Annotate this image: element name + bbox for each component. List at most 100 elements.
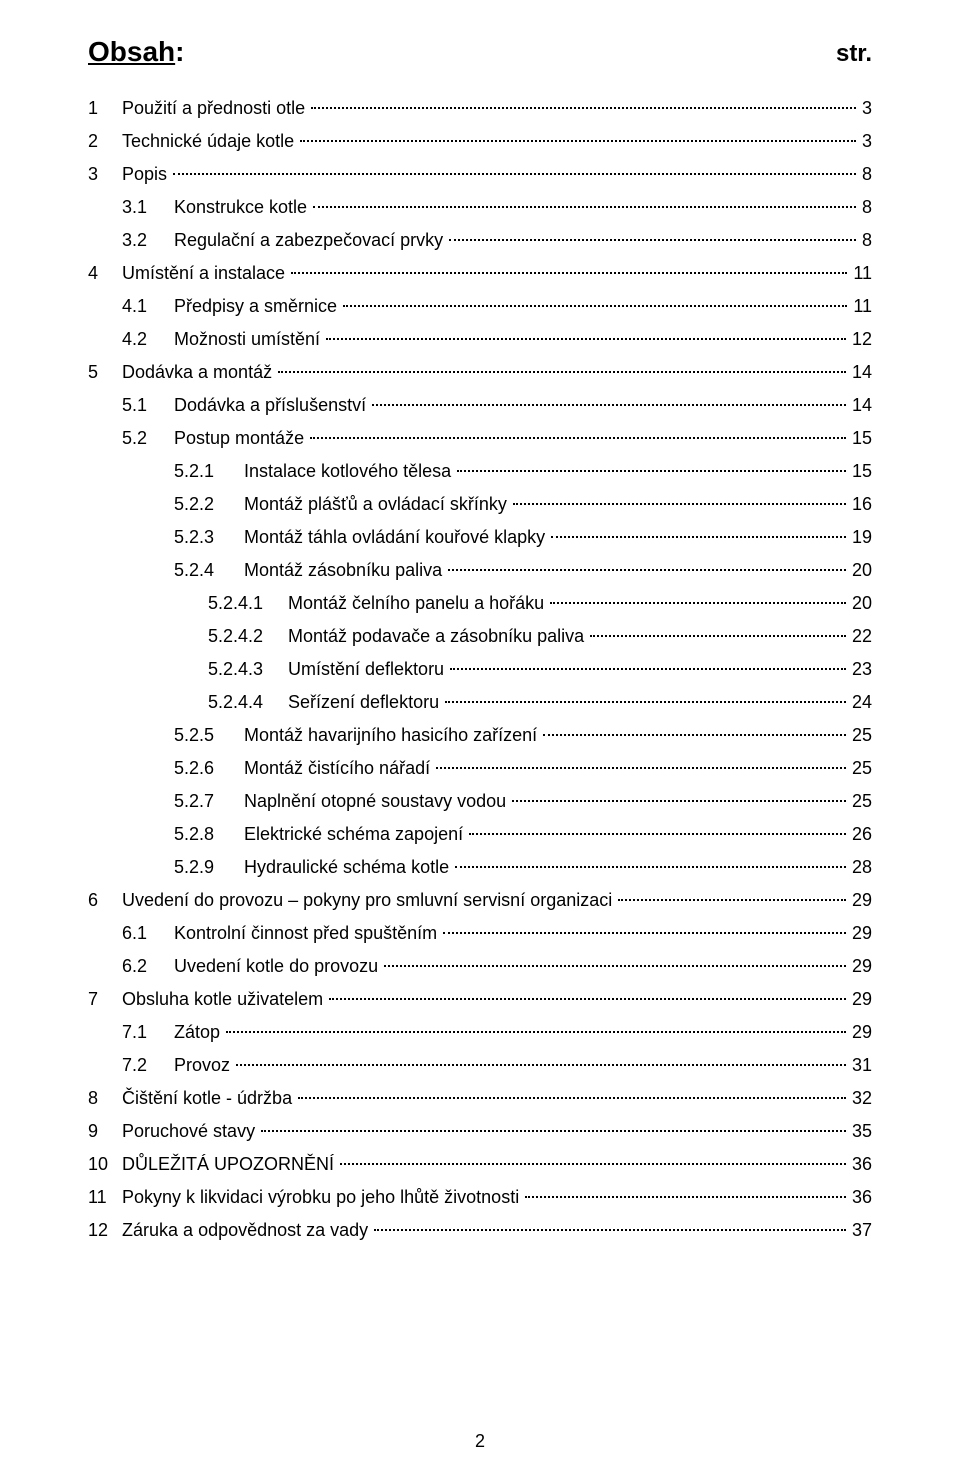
toc-number: 5.2.9: [174, 857, 244, 878]
toc-page: 11: [849, 296, 872, 317]
toc-label: Instalace kotlového tělesa: [244, 461, 455, 482]
toc-number: 10: [88, 1154, 122, 1175]
toc-label: Montáž čistícího nářadí: [244, 758, 434, 779]
toc-number: 7.1: [122, 1022, 174, 1043]
toc-page: 16: [848, 494, 872, 515]
toc-label: Umístění a instalace: [122, 263, 289, 284]
toc-label: Montáž podavače a zásobníku paliva: [288, 626, 588, 647]
dot-leader: [236, 1064, 846, 1066]
toc-label: Kontrolní činnost před spuštěním: [174, 923, 441, 944]
toc-number: 3: [88, 164, 122, 185]
toc-row: 5.2.8Elektrické schéma zapojení26: [88, 824, 872, 845]
toc-number: 6: [88, 890, 122, 911]
toc-page: 29: [848, 956, 872, 977]
toc-row: 3.1Konstrukce kotle8: [88, 197, 872, 218]
toc-label: Dodávka a montáž: [122, 362, 276, 383]
toc-label: Montáž čelního panelu a hořáku: [288, 593, 548, 614]
toc-label: Předpisy a směrnice: [174, 296, 341, 317]
toc-number: 5.2.6: [174, 758, 244, 779]
toc-label: Uvedení do provozu – pokyny pro smluvní …: [122, 890, 616, 911]
toc-number: 3.1: [122, 197, 174, 218]
toc-page: 8: [858, 164, 872, 185]
toc-label: Konstrukce kotle: [174, 197, 311, 218]
toc-label: Naplnění otopné soustavy vodou: [244, 791, 510, 812]
toc-label: Zátop: [174, 1022, 224, 1043]
toc-row: 8Čištění kotle - údržba 32: [88, 1088, 872, 1109]
toc-number: 5.2.5: [174, 725, 244, 746]
toc-label: Montáž táhla ovládání kouřové klapky: [244, 527, 549, 548]
toc-row: 5.2Postup montáže15: [88, 428, 872, 449]
toc-label: Poruchové stavy: [122, 1121, 259, 1142]
toc-row: 5.2.7Naplnění otopné soustavy vodou 25: [88, 791, 872, 812]
toc-number: 5.1: [122, 395, 174, 416]
dot-leader: [226, 1031, 846, 1033]
toc-row: 5.2.1Instalace kotlového tělesa15: [88, 461, 872, 482]
toc-row: 3.2Regulační a zabezpečovací prvky8: [88, 230, 872, 251]
toc-page: 14: [848, 362, 872, 383]
toc-page: 25: [848, 791, 872, 812]
dot-leader: [329, 998, 846, 1000]
toc-number: 5: [88, 362, 122, 383]
page-title: Obsah: [88, 36, 175, 67]
dot-leader: [551, 536, 846, 538]
toc-label: Montáž havarijního hasicího zařízení: [244, 725, 541, 746]
dot-leader: [550, 602, 846, 604]
dot-leader: [450, 668, 846, 670]
toc-row: 4.1Předpisy a směrnice 11: [88, 296, 872, 317]
toc-number: 5.2.7: [174, 791, 244, 812]
toc-page: 23: [848, 659, 872, 680]
toc-label: Postup montáže: [174, 428, 308, 449]
toc-label: Čištění kotle - údržba: [122, 1088, 296, 1109]
toc-number: 3.2: [122, 230, 174, 251]
dot-leader: [173, 173, 856, 175]
toc-page: 29: [848, 989, 872, 1010]
toc-page: 36: [848, 1187, 872, 1208]
toc-row: 4Umístění a instalace11: [88, 263, 872, 284]
dot-leader: [300, 140, 856, 142]
header: Obsah: str.: [88, 36, 872, 68]
toc-page: 28: [848, 857, 872, 878]
toc-label: Záruka a odpovědnost za vady: [122, 1220, 372, 1241]
toc-page: 20: [848, 560, 872, 581]
toc-row: 5.2.4.2Montáž podavače a zásobníku paliv…: [88, 626, 872, 647]
toc-row: 3Popis8: [88, 164, 872, 185]
toc-label: Obsluha kotle uživatelem: [122, 989, 327, 1010]
dot-leader: [436, 767, 846, 769]
toc-row: 5.2.3Montáž táhla ovládání kouřové klapk…: [88, 527, 872, 548]
toc-number: 5.2.1: [174, 461, 244, 482]
toc-number: 4: [88, 263, 122, 284]
toc-row: 5Dodávka a montáž 14: [88, 362, 872, 383]
toc-label: Technické údaje kotle: [122, 131, 298, 152]
toc-row: 6.1Kontrolní činnost před spuštěním 29: [88, 923, 872, 944]
toc-number: 11: [88, 1187, 122, 1208]
toc-row: 7.1Zátop29: [88, 1022, 872, 1043]
toc-number: 8: [88, 1088, 122, 1109]
toc-number: 4.1: [122, 296, 174, 317]
toc-row: 7.2Provoz31: [88, 1055, 872, 1076]
toc-row: 1Použití a přednosti otle3: [88, 98, 872, 119]
toc-page: 22: [848, 626, 872, 647]
dot-leader: [590, 635, 846, 637]
title-wrap: Obsah:: [88, 36, 184, 68]
toc-page: 8: [858, 230, 872, 251]
toc-page: 36: [848, 1154, 872, 1175]
toc-number: 5.2.2: [174, 494, 244, 515]
dot-leader: [513, 503, 846, 505]
toc-page: 37: [848, 1220, 872, 1241]
toc-page: 19: [848, 527, 872, 548]
dot-leader: [448, 569, 846, 571]
toc-page: 14: [848, 395, 872, 416]
toc-number: 5.2.4.3: [208, 659, 288, 680]
page-number: 2: [0, 1431, 960, 1452]
toc-number: 5.2.4: [174, 560, 244, 581]
toc-page: 29: [848, 923, 872, 944]
toc-page: 32: [848, 1088, 872, 1109]
dot-leader: [343, 305, 847, 307]
toc-number: 6.1: [122, 923, 174, 944]
toc-label: Použití a přednosti otle: [122, 98, 309, 119]
toc-page: 3: [858, 98, 872, 119]
toc-page: 3: [858, 131, 872, 152]
toc-label: Možnosti umístění: [174, 329, 324, 350]
toc-number: 12: [88, 1220, 122, 1241]
dot-leader: [374, 1229, 846, 1231]
